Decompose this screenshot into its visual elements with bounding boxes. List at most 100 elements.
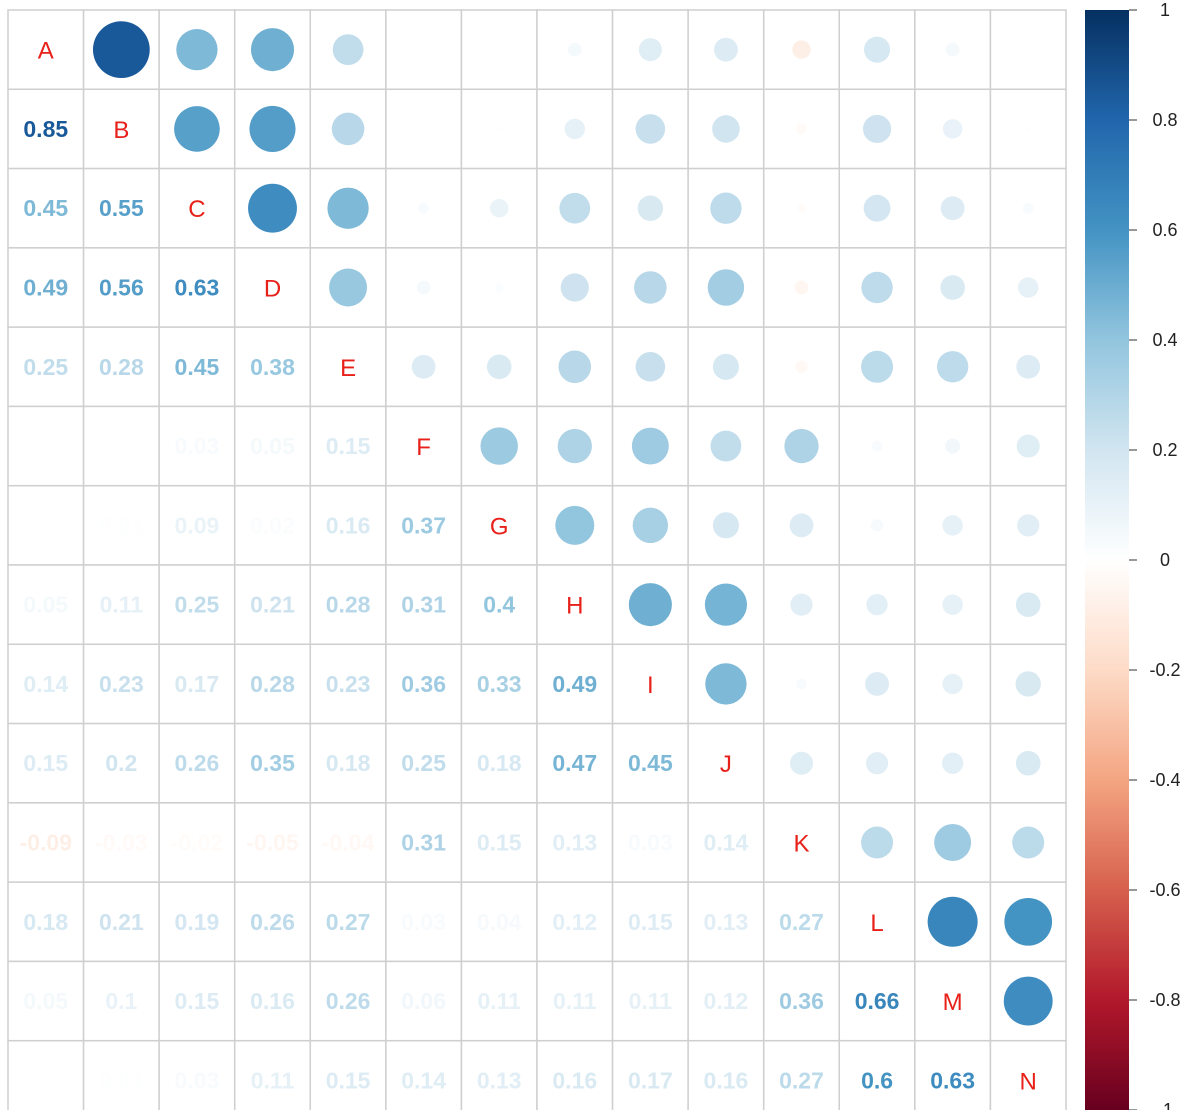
correlation-circle bbox=[861, 350, 894, 383]
correlation-value: 0.11 bbox=[251, 1067, 295, 1093]
diagonal-label: E bbox=[340, 355, 356, 382]
correlation-value: 0.16 bbox=[704, 1067, 749, 1093]
correlation-value: 0.15 bbox=[477, 830, 522, 856]
correlation-circle bbox=[329, 268, 368, 307]
correlation-value: 0.14 bbox=[704, 830, 749, 856]
correlation-value: 0.13 bbox=[704, 909, 749, 935]
grid-cell bbox=[460, 484, 538, 566]
grid-cell bbox=[158, 1039, 236, 1110]
grid-cell bbox=[687, 802, 765, 883]
diagonal-label: J bbox=[720, 751, 732, 778]
grid-cell bbox=[7, 405, 85, 487]
correlation-value: 0.66 bbox=[855, 988, 900, 1014]
correlation-value: 0.38 bbox=[250, 354, 295, 380]
correlation-circle bbox=[942, 515, 963, 536]
grid-cell bbox=[460, 881, 538, 963]
grid-cell bbox=[7, 960, 85, 1042]
correlation-circle bbox=[174, 106, 220, 152]
grid-cell bbox=[82, 1039, 160, 1110]
correlation-circle bbox=[712, 512, 739, 539]
correlation-circle bbox=[796, 678, 807, 690]
correlation-circle bbox=[1004, 897, 1053, 946]
diagonal-label: I bbox=[647, 672, 654, 699]
correlation-circle bbox=[710, 430, 742, 462]
grid-cell bbox=[611, 802, 689, 883]
colorbar-tick-label: 0.2 bbox=[1152, 440, 1177, 460]
grid-cell bbox=[309, 405, 387, 487]
grid-cell bbox=[82, 405, 160, 487]
correlation-value: 0.16 bbox=[250, 988, 295, 1014]
grid-cell bbox=[82, 960, 160, 1042]
grid-cell bbox=[989, 722, 1067, 804]
correlation-circle bbox=[942, 673, 963, 695]
correlation-circle bbox=[250, 28, 295, 72]
grid-cell bbox=[7, 88, 85, 170]
correlation-value: -0.09 bbox=[20, 830, 72, 856]
correlation-value: 0.05 bbox=[250, 433, 295, 459]
correlation-circle bbox=[863, 194, 891, 222]
grid-cell bbox=[233, 247, 312, 328]
correlation-value: 0.25 bbox=[23, 354, 68, 380]
grid-cell bbox=[687, 722, 765, 804]
correlation-circle bbox=[862, 114, 892, 144]
correlation-circle bbox=[176, 28, 218, 71]
grid-cell bbox=[460, 722, 538, 804]
correlation-circle bbox=[634, 271, 667, 304]
correlation-circle bbox=[480, 427, 518, 465]
grid-cell bbox=[385, 405, 463, 487]
correlation-value: 0.25 bbox=[401, 750, 446, 776]
correlation-circle bbox=[714, 37, 738, 62]
correlation-circle bbox=[558, 350, 592, 384]
diagonal-label: K bbox=[793, 831, 809, 858]
correlation-circle bbox=[1018, 277, 1039, 298]
correlation-circle bbox=[792, 40, 811, 59]
correlation-value: 0.36 bbox=[779, 988, 824, 1014]
correlation-circle bbox=[416, 280, 431, 295]
grid-cell bbox=[611, 722, 689, 804]
grid-cell bbox=[82, 247, 160, 328]
colorbar-tick-label: -0.8 bbox=[1149, 990, 1180, 1010]
correlation-circle bbox=[1015, 671, 1041, 697]
grid-cell bbox=[233, 881, 312, 963]
correlation-circle bbox=[1016, 434, 1040, 458]
grid-cell bbox=[309, 802, 387, 883]
correlation-circle bbox=[940, 275, 965, 300]
correlation-circle bbox=[635, 352, 666, 382]
grid-cell bbox=[7, 802, 85, 883]
correlation-value: 0.09 bbox=[175, 512, 220, 538]
grid-cell bbox=[309, 960, 387, 1042]
correlation-circle bbox=[934, 824, 972, 861]
correlation-circle bbox=[628, 583, 672, 627]
correlation-value: 0.27 bbox=[779, 1067, 824, 1093]
grid-cell bbox=[536, 643, 614, 725]
correlation-circle bbox=[486, 354, 512, 380]
correlation-circle bbox=[870, 519, 884, 532]
diagonal-label: L bbox=[870, 910, 883, 937]
correlation-value: 0.4 bbox=[483, 592, 515, 618]
grid-cell bbox=[82, 881, 160, 963]
grid-cell bbox=[7, 881, 85, 963]
correlation-value: 0.45 bbox=[628, 750, 673, 776]
grid-cell bbox=[233, 405, 312, 487]
grid-cell bbox=[7, 9, 85, 91]
grid-cell bbox=[309, 881, 387, 963]
correlation-value: 0.12 bbox=[552, 909, 597, 935]
correlation-circle bbox=[865, 752, 889, 775]
correlation-value: 0.03 bbox=[628, 830, 673, 856]
correlation-value: 0.55 bbox=[99, 195, 144, 221]
correlation-circle bbox=[555, 505, 595, 545]
grid-cell bbox=[309, 643, 387, 725]
correlation-value: -0.02 bbox=[171, 830, 223, 856]
diagonal-label: A bbox=[38, 38, 54, 65]
correlation-circle bbox=[784, 428, 819, 464]
grid-cell bbox=[82, 326, 160, 408]
grid-cell bbox=[7, 722, 85, 804]
diagonal-label: F bbox=[416, 434, 431, 461]
correlation-circle bbox=[942, 119, 963, 139]
correlation-circle bbox=[866, 593, 888, 616]
correlation-value: 0.04 bbox=[477, 909, 522, 935]
colorbar-tick-label: 0 bbox=[1160, 550, 1170, 570]
correlation-circle bbox=[1017, 514, 1040, 537]
correlation-circle bbox=[411, 354, 436, 379]
